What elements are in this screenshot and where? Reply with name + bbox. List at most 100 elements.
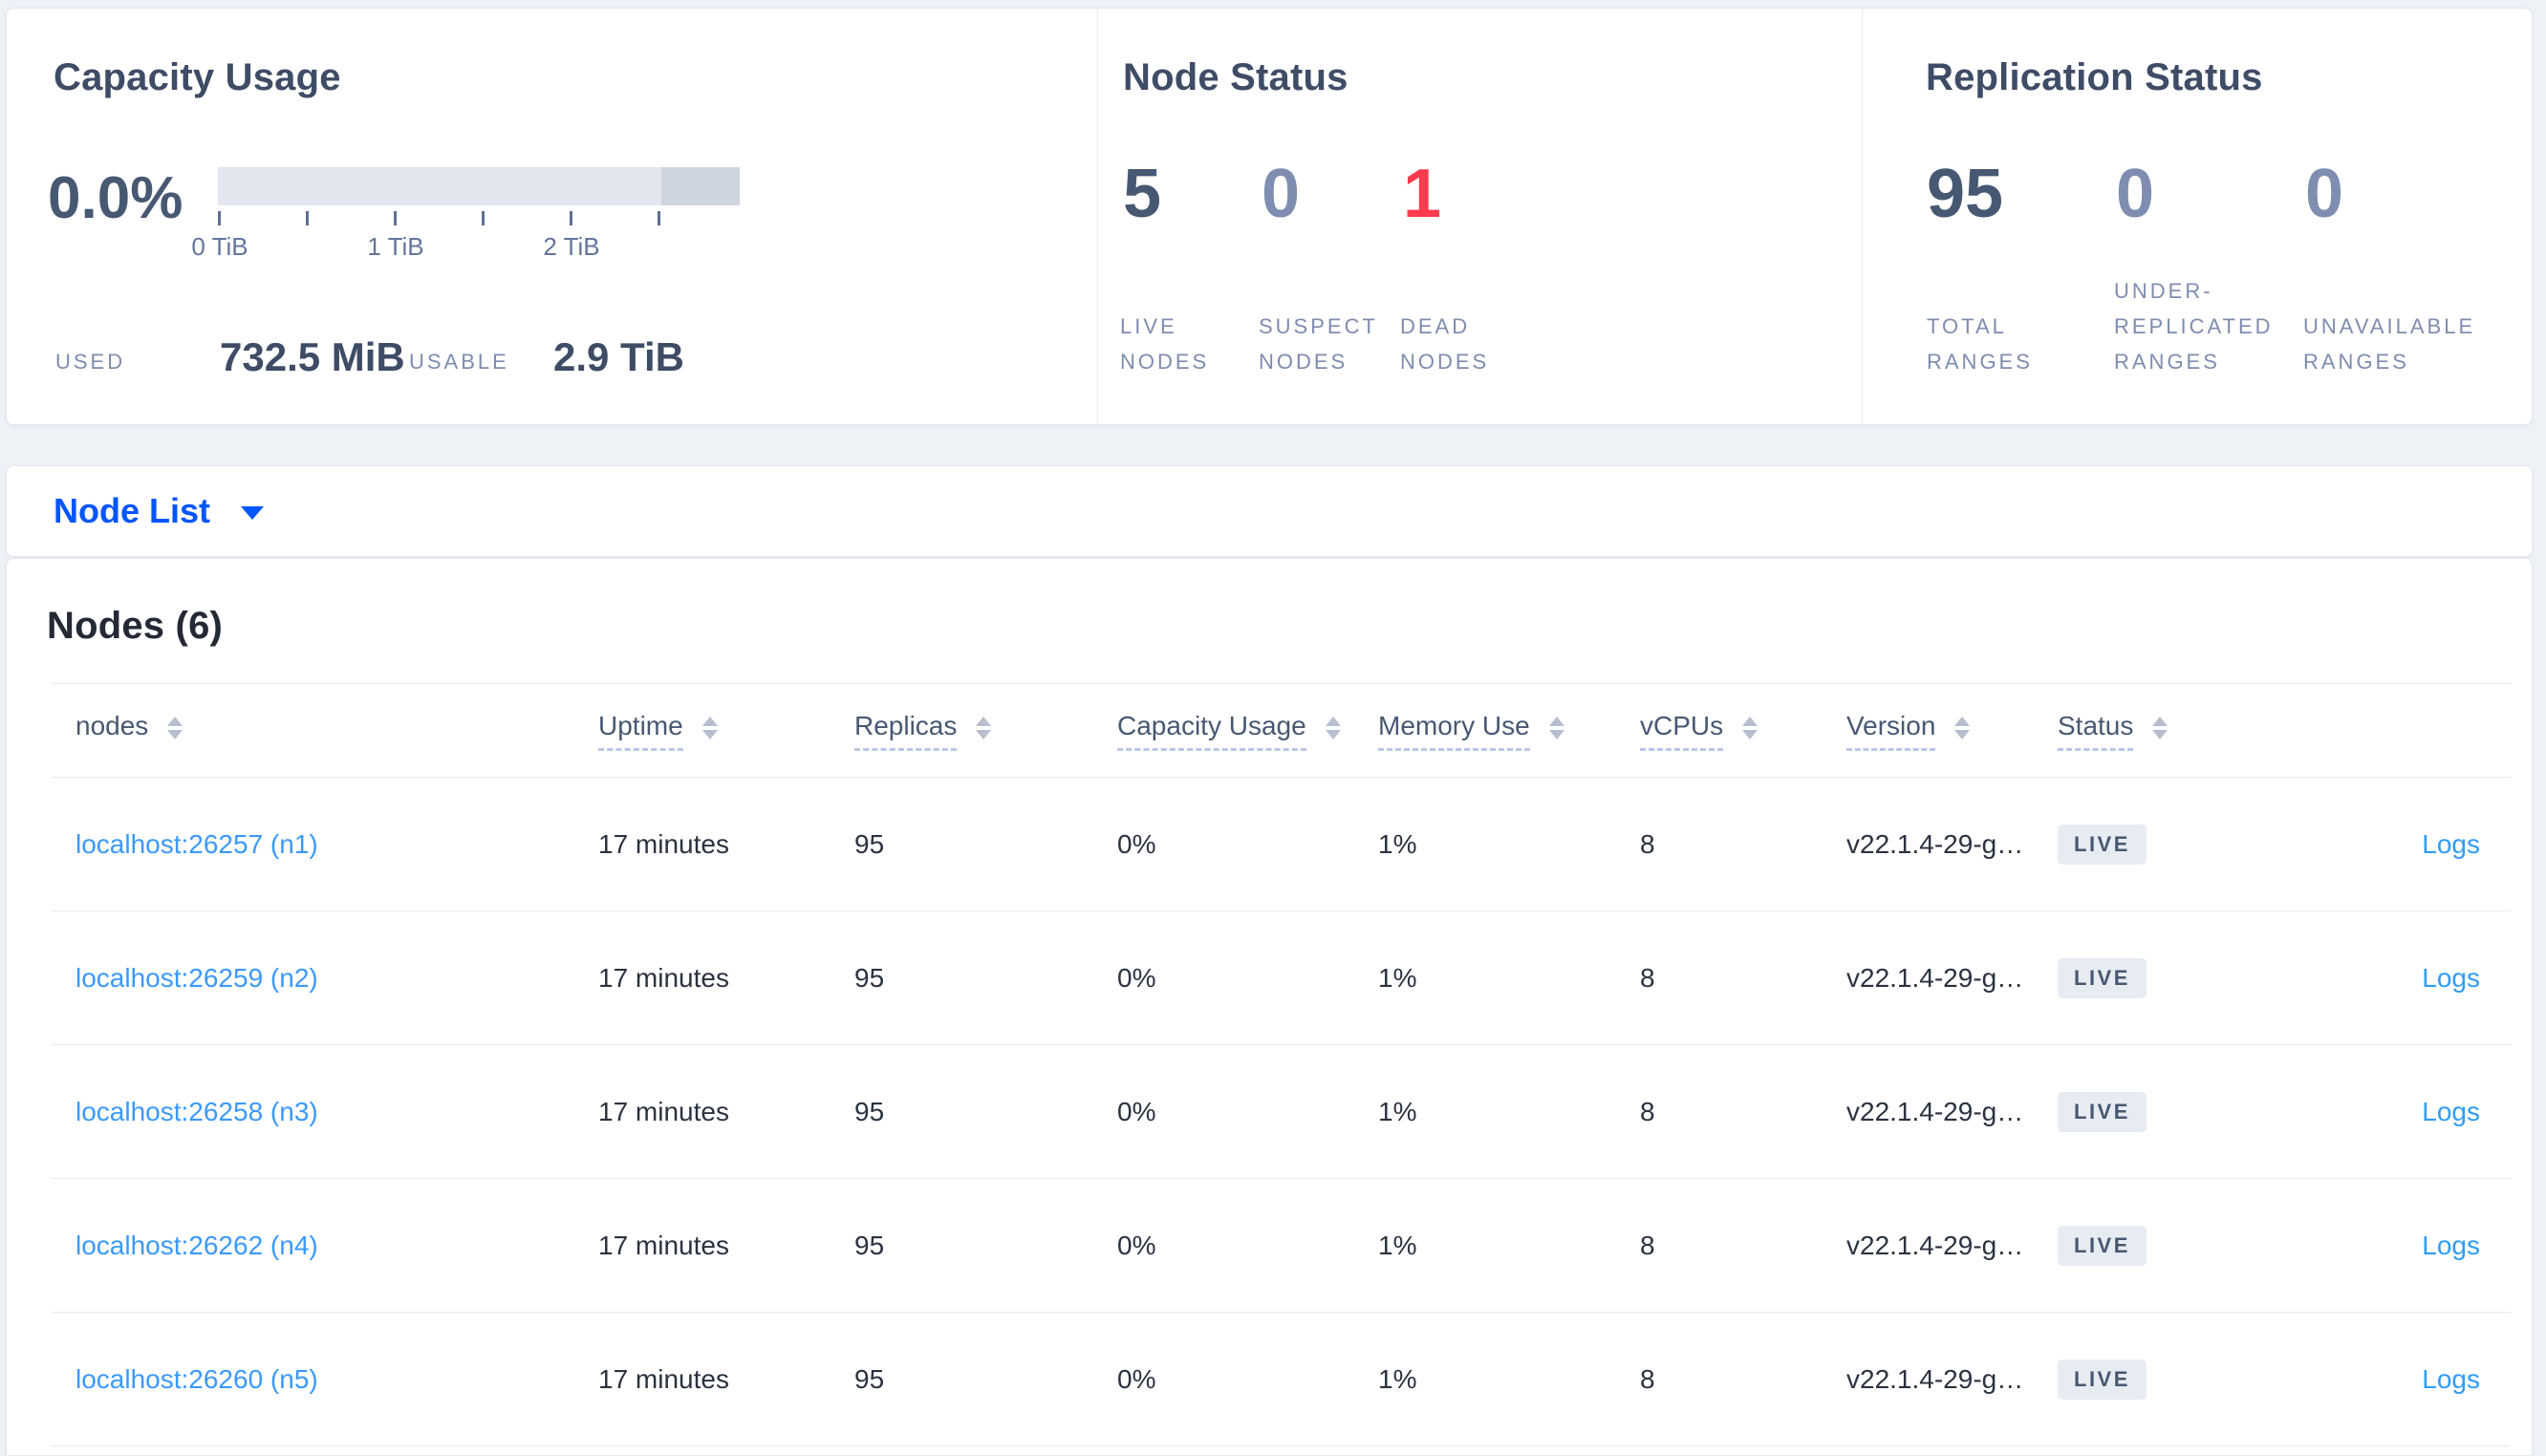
capacity-usage-cell: 0%: [1117, 1096, 1156, 1126]
logs-link[interactable]: Logs: [2422, 828, 2480, 859]
nodes-panel: Nodes (6) nodes Uptime Replicas Capacity…: [6, 558, 2533, 1456]
meter-tick: [218, 211, 221, 225]
sort-icon: [976, 716, 992, 739]
version-cell: v22.1.4-29-g…: [1846, 1363, 2024, 1394]
column-header-status[interactable]: Status: [2058, 711, 2319, 751]
capacity-usage-title: Capacity Usage: [54, 56, 341, 98]
capacity-usage-section: Capacity Usage 0.0% 0 TiB 1 TiB 2 TiB US…: [7, 9, 1097, 424]
vcpus-cell: 8: [1640, 828, 1655, 859]
column-header-label: Version: [1846, 711, 1936, 751]
status-badge: LIVE: [2058, 957, 2147, 998]
node-address-link[interactable]: localhost:26259 (n2): [76, 962, 318, 993]
column-header-vcpus[interactable]: vCPUs: [1640, 711, 1846, 751]
column-header-capacity-usage[interactable]: Capacity Usage: [1117, 711, 1378, 751]
vcpus-cell: 8: [1640, 1096, 1655, 1126]
capacity-meter-tick-labels: 0 TiB 1 TiB 2 TiB: [191, 232, 740, 261]
used-value: 732.5 MiB: [220, 334, 405, 379]
sort-icon: [2152, 716, 2168, 739]
meter-tick: [482, 211, 485, 225]
table-header-row: nodes Uptime Replicas Capacity Usage Mem…: [52, 683, 2511, 778]
logs-link[interactable]: Logs: [2422, 1230, 2480, 1260]
column-header-label: Memory Use: [1378, 711, 1530, 751]
logs-link[interactable]: Logs: [2422, 1363, 2480, 1394]
metric-label: DEAD NODES: [1400, 314, 1490, 374]
vcpus-cell: 8: [1640, 1363, 1655, 1394]
column-header-label: nodes: [76, 710, 149, 740]
table-row: localhost:26262 (n4) 17 minutes 95 0% 1%…: [52, 1179, 2511, 1313]
vcpus-cell: 8: [1640, 962, 1655, 993]
meter-tick: [306, 211, 309, 225]
metric-value: 5: [1123, 156, 1162, 232]
version-cell: v22.1.4-29-g…: [1846, 1230, 2024, 1260]
sort-icon: [1325, 716, 1341, 739]
node-address-link[interactable]: localhost:26258 (n3): [76, 1096, 318, 1126]
node-address-link[interactable]: localhost:26260 (n5): [76, 1363, 318, 1394]
replication-status-section: Replication Status 95 TOTAL RANGES 0 UND…: [1862, 9, 2534, 424]
column-header-version[interactable]: Version: [1846, 711, 2058, 751]
node-list-dropdown[interactable]: Node List: [6, 465, 2533, 557]
meter-tick: [570, 211, 572, 225]
metric-label: UNDER- REPLICATED RANGES: [2114, 279, 2274, 374]
capacity-usage-cell: 0%: [1117, 1230, 1156, 1260]
replicas-cell: 95: [854, 1230, 885, 1260]
node-status-section: Node Status 5 LIVE NODES 0 SUSPECT NODES…: [1097, 9, 1862, 424]
column-header-uptime[interactable]: Uptime: [598, 711, 854, 751]
node-list-dropdown-label: Node List: [54, 491, 211, 530]
vcpus-cell: 8: [1640, 1230, 1655, 1260]
metric-value: 95: [1927, 156, 2004, 232]
cluster-summary-card: Capacity Usage 0.0% 0 TiB 1 TiB 2 TiB US…: [6, 8, 2533, 425]
memory-use-cell: 1%: [1378, 962, 1417, 993]
column-header-label: Status: [2058, 711, 2134, 751]
capacity-percent-value: 0.0%: [48, 165, 183, 231]
metric-value: 0: [2116, 156, 2155, 232]
metric-label: TOTAL RANGES: [1927, 314, 2033, 374]
column-header-replicas[interactable]: Replicas: [854, 711, 1117, 751]
table-row: localhost:26259 (n2) 17 minutes 95 0% 1%…: [52, 911, 2511, 1045]
sort-icon: [701, 716, 718, 739]
metric-value: 0: [2305, 156, 2344, 232]
uptime-cell: 17 minutes: [598, 828, 729, 859]
sort-icon: [1954, 716, 1971, 739]
uptime-cell: 17 minutes: [598, 962, 729, 993]
usable-label: USABLE: [409, 350, 509, 374]
sort-icon: [1548, 716, 1564, 739]
memory-use-cell: 1%: [1378, 1363, 1417, 1394]
column-header-nodes[interactable]: nodes: [52, 711, 598, 751]
memory-use-cell: 1%: [1378, 1230, 1417, 1260]
replicas-cell: 95: [854, 1096, 885, 1126]
version-cell: v22.1.4-29-g…: [1846, 962, 2024, 993]
logs-link[interactable]: Logs: [2422, 1096, 2480, 1126]
replication-status-title: Replication Status: [1926, 56, 2263, 98]
replicas-cell: 95: [854, 828, 885, 859]
nodes-count-title: Nodes (6): [47, 605, 224, 647]
status-badge: LIVE: [2058, 1359, 2147, 1400]
table-row: localhost:26257 (n1) 17 minutes 95 0% 1%…: [52, 778, 2511, 911]
capacity-meter-usable-segment: [218, 167, 662, 205]
capacity-usage-cell: 0%: [1117, 962, 1156, 993]
nodes-table: nodes Uptime Replicas Capacity Usage Mem…: [52, 683, 2511, 1446]
capacity-meter-ticks: [218, 211, 740, 225]
version-cell: v22.1.4-29-g…: [1846, 1096, 2024, 1126]
column-header-label: vCPUs: [1640, 711, 1724, 751]
column-header-label: Replicas: [854, 711, 958, 751]
table-row: localhost:26258 (n3) 17 minutes 95 0% 1%…: [52, 1045, 2511, 1179]
node-address-link[interactable]: localhost:26262 (n4): [76, 1230, 318, 1260]
replicas-cell: 95: [854, 962, 885, 993]
tick-label: 0 TiB: [191, 232, 248, 261]
uptime-cell: 17 minutes: [598, 1230, 729, 1260]
chevron-down-icon: [241, 506, 265, 520]
status-badge: LIVE: [2058, 824, 2147, 865]
column-header-memory-use[interactable]: Memory Use: [1378, 711, 1640, 751]
capacity-meter-bar: [218, 167, 740, 205]
uptime-cell: 17 minutes: [598, 1363, 729, 1394]
usable-value: 2.9 TiB: [553, 334, 684, 379]
capacity-stats: USED 732.5 MiB USABLE 2.9 TiB: [7, 334, 1097, 382]
capacity-usage-cell: 0%: [1117, 828, 1156, 859]
memory-use-cell: 1%: [1378, 828, 1417, 859]
meter-tick: [394, 211, 397, 225]
logs-link[interactable]: Logs: [2422, 962, 2480, 993]
used-label: USED: [55, 350, 126, 374]
capacity-meter-reserved-segment: [661, 167, 740, 205]
node-address-link[interactable]: localhost:26257 (n1): [76, 828, 318, 859]
